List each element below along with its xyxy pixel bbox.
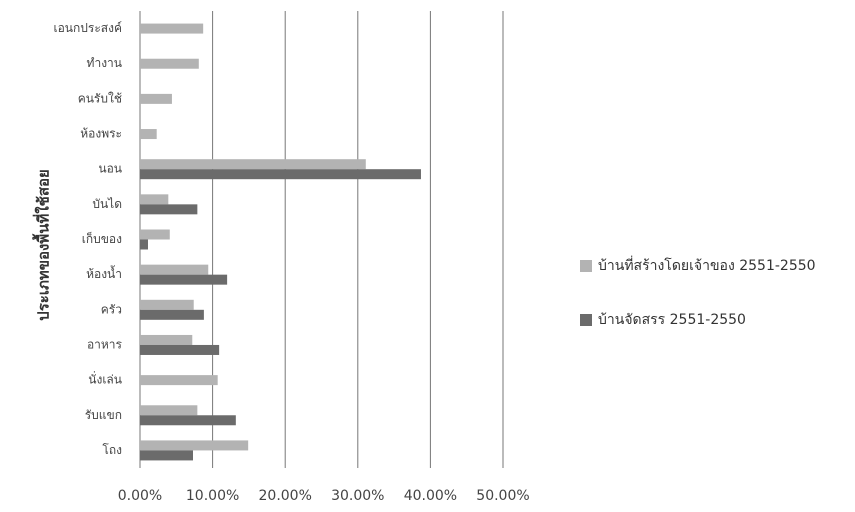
bar: [140, 264, 209, 275]
y-tick-label: ครัว: [101, 302, 122, 316]
legend-label: บ้านที่สร้างโดยเจ้าของ 2551-2550: [598, 256, 816, 274]
x-tick-label: 40.00%: [404, 488, 457, 504]
bar: [140, 58, 199, 69]
y-tick-label: ห้องพระ: [80, 127, 122, 141]
y-tick-label: ทำงาน: [87, 56, 122, 70]
bar: [140, 204, 198, 215]
y-tick-label: เอนกประสงค์: [54, 21, 123, 35]
y-tick-label: บันได: [92, 197, 122, 211]
bar: [140, 229, 170, 240]
bar: [140, 375, 218, 386]
x-tick-label: 20.00%: [259, 488, 312, 504]
bar: [140, 405, 198, 416]
bar: [140, 159, 366, 170]
bar: [140, 239, 148, 250]
y-tick-label: ห้องน้ำ: [86, 265, 122, 281]
bar: [140, 309, 204, 320]
bar: [140, 23, 204, 34]
x-tick-label: 30.00%: [331, 488, 384, 504]
y-axis-label: ประเภทของพื้นที่ใช้สอย: [32, 169, 53, 321]
y-tick-label: นั่งเล่น: [88, 371, 122, 387]
bar: [140, 194, 169, 205]
y-tick-label: เก็บของ: [82, 231, 122, 246]
bar: [140, 415, 236, 426]
y-tick-label: อาหาร: [87, 337, 123, 351]
bar: [140, 334, 193, 345]
bar: [140, 169, 421, 180]
y-tick-label: คนรับใช้: [78, 91, 122, 105]
y-tick-label: โถง: [102, 443, 122, 457]
legend-swatch: [580, 260, 592, 272]
bar: [140, 93, 172, 104]
y-tick-label: นอน: [98, 162, 122, 176]
legend-label: บ้านจัดสรร 2551-2550: [598, 312, 746, 328]
bar: [140, 450, 193, 461]
x-tick-label: 10.00%: [186, 488, 239, 504]
bar: [140, 274, 228, 285]
x-tick-label: 0.00%: [118, 488, 162, 504]
bar: [140, 440, 249, 451]
x-tick-label: 50.00%: [476, 488, 529, 504]
bar: [140, 129, 157, 140]
legend-swatch: [580, 314, 592, 326]
y-tick-label: รับแขก: [85, 408, 122, 422]
bar: [140, 299, 194, 310]
bar: [140, 344, 220, 355]
